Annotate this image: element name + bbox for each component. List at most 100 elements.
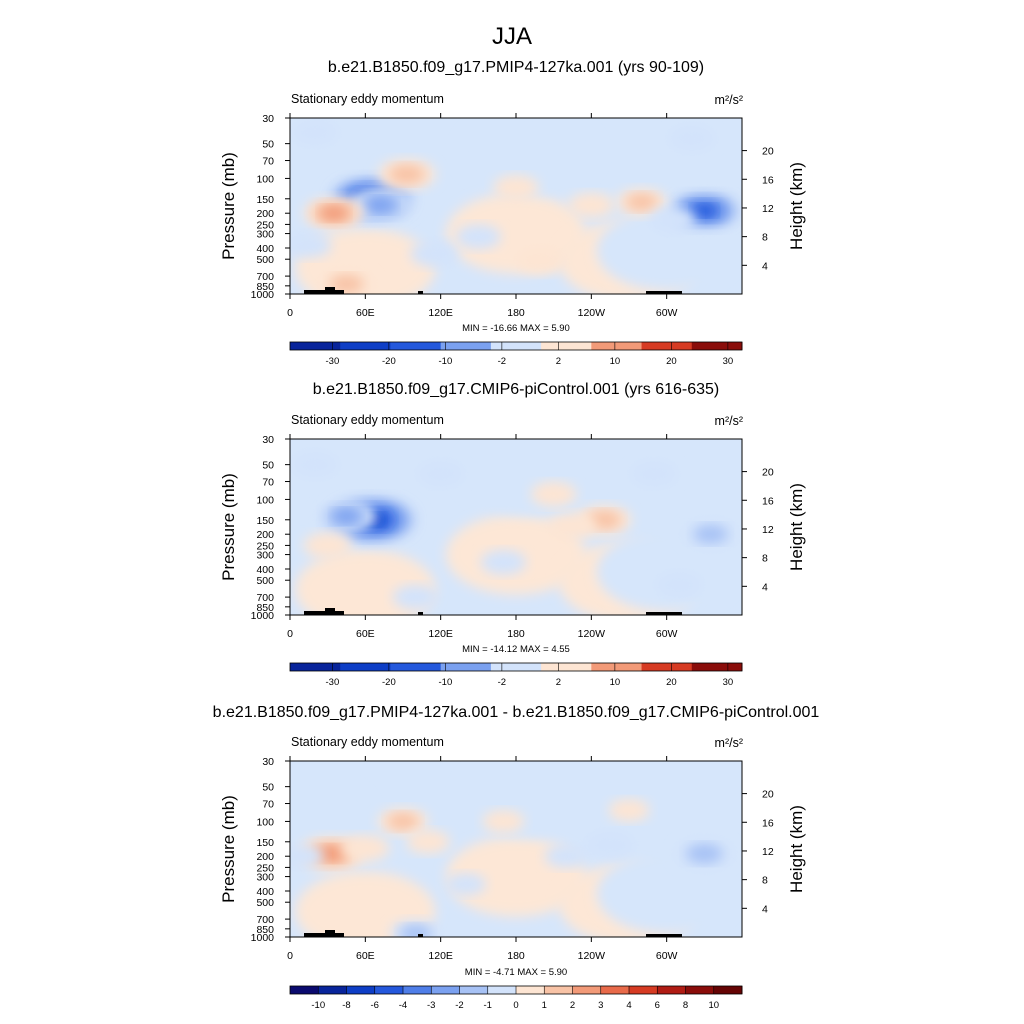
colorbar-label: 30 (723, 677, 734, 688)
y-axis-height: 20 16 12 8 4 (742, 789, 774, 915)
y-tick-label: 1000 (251, 932, 275, 944)
x-tick-label: 0 (287, 628, 293, 640)
height-tick-label: 20 (762, 789, 774, 801)
y-tick-label: 100 (256, 816, 274, 828)
colorbar-label: -2 (455, 1000, 463, 1011)
y-tick-label: 850 (256, 602, 274, 614)
topography-americas (646, 291, 682, 294)
colorbar-swatch (516, 986, 545, 994)
negative-contour (366, 197, 395, 213)
colorbar-label: -2 (498, 356, 506, 367)
colorbar-swatch (290, 986, 319, 994)
y-tick-label: 850 (256, 924, 274, 936)
topography-islands (418, 934, 423, 937)
negative-contour (480, 549, 527, 575)
colorbar-swatch (346, 986, 376, 994)
height-axis-title: Height (km) (787, 805, 806, 893)
colorbar-label: 2 (570, 1000, 575, 1011)
x-tick-label: 120W (578, 628, 606, 640)
colorbar-swatch (629, 986, 658, 994)
topography-islands (418, 612, 423, 615)
positive-contour (389, 164, 425, 184)
negative-contour (693, 525, 728, 544)
colorbar-swatch (541, 342, 592, 350)
colorbar-label: -3 (427, 1000, 435, 1011)
x-tick-label: 60W (656, 628, 678, 640)
panel-2: b.e21.B1850.f09_g17.CMIP6-piControl.001 … (219, 381, 806, 688)
colorbar-label: -4 (399, 1000, 407, 1011)
negative-contour (650, 207, 696, 233)
y-tick-label: 30 (262, 113, 274, 125)
colorbar-label: 10 (708, 1000, 719, 1011)
x-axis: 0 60E 120E 180 120W 60W (287, 434, 678, 640)
negative-contour (400, 924, 432, 937)
colorbar-label: -10 (311, 1000, 325, 1011)
colorbar-swatch (591, 342, 643, 350)
figure-title: JJA (492, 23, 532, 50)
y-tick-label: 250 (256, 862, 274, 874)
colorbar-swatch (340, 342, 391, 350)
y-axis-title: Pressure (mb) (219, 152, 238, 260)
panel-title: b.e21.B1850.f09_g17.CMIP6-piControl.001 … (313, 381, 719, 398)
colorbar-label: -6 (371, 1000, 379, 1011)
positive-contour (329, 274, 364, 294)
colorbar-label: 1 (542, 1000, 547, 1011)
colorbar-swatch (403, 986, 432, 994)
positive-contour (568, 192, 615, 218)
colorbar-label: 4 (626, 1000, 631, 1011)
negative-contour (693, 204, 716, 217)
y-tick-label: 300 (256, 872, 274, 884)
x-tick-label: 120W (578, 950, 606, 962)
field-contours (290, 118, 742, 294)
colorbar-swatch (685, 986, 715, 994)
topography-highland (325, 930, 335, 937)
colorbar-swatch (490, 663, 542, 671)
y-tick-label: 150 (256, 837, 274, 849)
y-tick-label: 150 (256, 515, 274, 527)
panel-title: b.e21.B1850.f09_g17.PMIP4-127ka.001 (yrs… (328, 59, 704, 76)
panel-3: b.e21.B1850.f09_g17.PMIP4-127ka.001 - b.… (213, 704, 820, 1011)
y-tick-label: 400 (256, 243, 274, 255)
negative-contour (292, 120, 338, 145)
min-max-stats: MIN = -4.71 MAX = 5.90 (465, 967, 567, 978)
y-tick-label: 700 (256, 271, 274, 283)
y-tick-label: 850 (256, 281, 274, 293)
negative-contour (544, 844, 588, 869)
y-tick-label: 70 (262, 799, 274, 811)
y-tick-label: 200 (256, 208, 274, 220)
topography-highland (325, 608, 335, 615)
x-tick-label: 60W (656, 950, 678, 962)
colorbar-label: -10 (439, 356, 453, 367)
colorbar-label: 20 (666, 677, 677, 688)
colorbar-label: 2 (556, 677, 561, 688)
x-tick-label: 60E (356, 950, 375, 962)
x-tick-label: 60W (656, 307, 678, 319)
topography-africa (304, 611, 344, 615)
x-tick-label: 180 (507, 307, 525, 319)
y-tick-label: 100 (256, 494, 274, 506)
topography-americas (646, 934, 682, 937)
height-tick-label: 12 (762, 203, 774, 215)
colorbar-swatch (390, 342, 442, 350)
colorbar-label: 2 (556, 356, 561, 367)
y-tick-label: 200 (256, 851, 274, 863)
panel-subtitle: Stationary eddy momentum (291, 92, 444, 106)
positive-contour (317, 846, 346, 862)
y-tick-label: 400 (256, 886, 274, 898)
height-tick-label: 4 (762, 260, 768, 272)
y-tick-label: 500 (256, 575, 274, 587)
negative-contour (596, 853, 737, 934)
colorbar-swatch (290, 342, 341, 350)
height-tick-label: 20 (762, 146, 774, 158)
colorbar-label: -30 (326, 677, 340, 688)
x-tick-label: 0 (287, 950, 293, 962)
colorbar-swatch (290, 663, 341, 671)
x-tick-label: 60E (356, 307, 375, 319)
y-axis-height: 20 16 12 8 4 (742, 467, 774, 593)
field-contours (290, 761, 737, 937)
positive-contour (341, 835, 390, 862)
colorbar-swatch (572, 986, 602, 994)
panel-1: b.e21.B1850.f09_g17.PMIP4-127ka.001 (yrs… (219, 59, 806, 367)
